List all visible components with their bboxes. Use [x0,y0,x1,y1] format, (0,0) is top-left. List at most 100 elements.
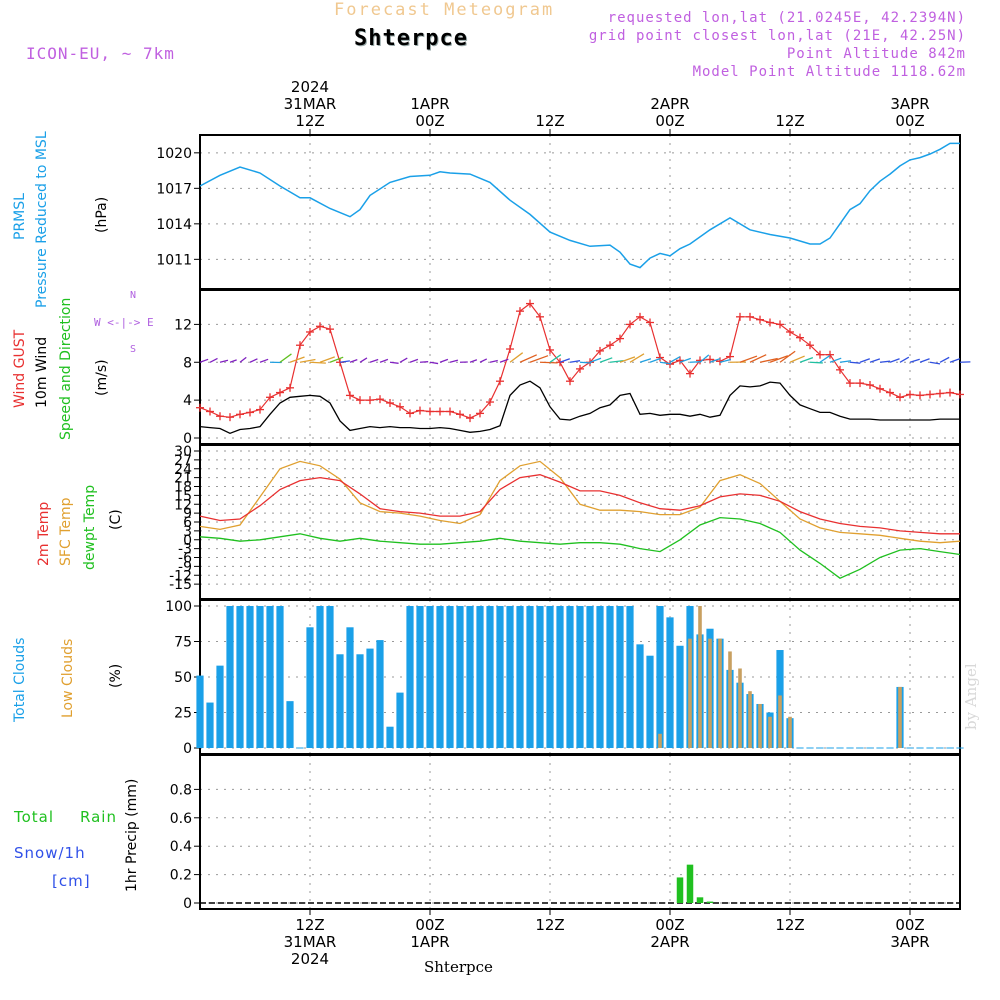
gust-point [766,318,774,327]
wind-arrow [289,356,305,363]
temperature-ytick-label: 30 [174,444,192,460]
top-time-label: 00Z [895,112,924,130]
total-cloud-bar [326,606,334,748]
wind-arrow [789,355,805,363]
gust-point [266,393,274,402]
gust-point [746,312,754,321]
gust-point [546,345,554,354]
footer-location: Shterpce [424,958,493,976]
temperature-ytick-label: 24 [174,462,192,478]
gust-point [776,320,784,329]
precip-key-cm: [cm] [52,872,91,890]
temperature-ytick-label: 6 [183,515,192,531]
gust-point [596,346,604,355]
wind-arrow [599,357,613,363]
top-time-label: 00Z [655,112,684,130]
precip-unit: 1hr Precip (mm) [124,779,140,892]
bottom-time-label: 00Z [655,916,684,934]
gust-point [516,307,524,316]
bottom-time-label: 31MAR [284,933,337,951]
wind-arrow [949,358,960,363]
clouds-ytick-label: 75 [174,635,192,651]
wind-arrow [399,357,408,363]
temperature-ytick-label: -15 [169,577,192,593]
precip-ytick-label: 0 [183,896,192,912]
total-cloud-bar [666,617,674,748]
gust-point [796,333,804,342]
wind-arrow [649,357,662,363]
total-cloud-bar [586,606,594,748]
wind-arrow [919,358,930,363]
wind-compass-s: S [130,344,137,355]
wind-arrow [759,357,778,363]
wind-arrow [619,356,636,363]
wind-arrow [839,360,852,363]
requested-coords: requested lon,lat (21.0245E, 42.2394N) [607,10,966,26]
clouds-ytick-label: 100 [165,599,192,615]
total-cloud-bar [436,606,444,748]
rain-bar [696,897,704,903]
wind-arrow [439,358,449,363]
wind-arrow [709,357,721,363]
gust-point [256,405,264,414]
total-cloud-bar [486,606,494,748]
rain-bar [676,877,684,903]
total-cloud-bar [356,654,364,748]
bottom-time-label: 3APR [890,933,929,951]
gust-point [956,390,964,399]
wind-arrow [529,355,549,363]
clouds-ytick-label: 0 [183,741,192,757]
wind-arrow [549,354,562,363]
gust-point [496,377,504,386]
wind-unit: (m/s) [94,359,110,396]
wind-compass: W <-|-> E [94,316,154,329]
gust-point [686,369,694,378]
total-cloud-bar [266,606,274,748]
top-time-label: 00Z [415,112,444,130]
total-cloud-bar [256,606,264,748]
gust-point [866,380,874,389]
wind-arrow [909,358,920,363]
top-time-label: 1APR [410,95,449,113]
precip-key-snow: Snow/1h [14,844,86,862]
low-cloud-bar [698,606,702,748]
bottom-time-label: 2024 [291,950,329,968]
gust-point [286,383,294,392]
pressure-ytick-label: 1011 [156,252,192,268]
gust-point [326,325,334,334]
gust-point [196,403,204,412]
total-cloud-bar [406,606,414,748]
wind-ytick-label: 4 [183,393,192,409]
pressure-panel: 1011 1014 1017 1020 [156,134,961,290]
credit-watermark: by Angel [962,663,980,730]
low-cloud-bar [768,716,772,748]
wind-arrow [579,361,592,364]
rain-bar [706,901,714,903]
gust-point [656,353,664,362]
wind-arrow [689,361,702,363]
bottom-time-label: 12Z [295,916,324,934]
gust-point [636,312,644,321]
total-cloud-bar [336,654,344,748]
wind-arrow [379,358,389,363]
wind-arrow [629,353,645,363]
temp-dewpt-label: dewpt Temp [82,485,98,570]
gust-point [476,409,484,418]
precip-ytick-label: 0.4 [170,839,192,855]
cloud-labels: Total Clouds Low Clouds (%) [12,638,124,723]
total-cloud-bar [316,606,324,748]
wind-ytick-label: 0 [183,431,192,447]
total-cloud-bar [386,726,394,748]
gust-point [376,395,384,404]
wind-arrow [429,361,439,365]
wind-panel: 0 4 8 12 [174,289,961,447]
gust-point [616,334,624,343]
wind-arrow [829,357,842,363]
gust-point [566,377,574,386]
wind-arrow [369,358,379,363]
gust-point [446,407,454,416]
temp2m-series-line [199,474,960,535]
total-cloud-bar [566,606,574,748]
wind-arrow [479,358,488,363]
